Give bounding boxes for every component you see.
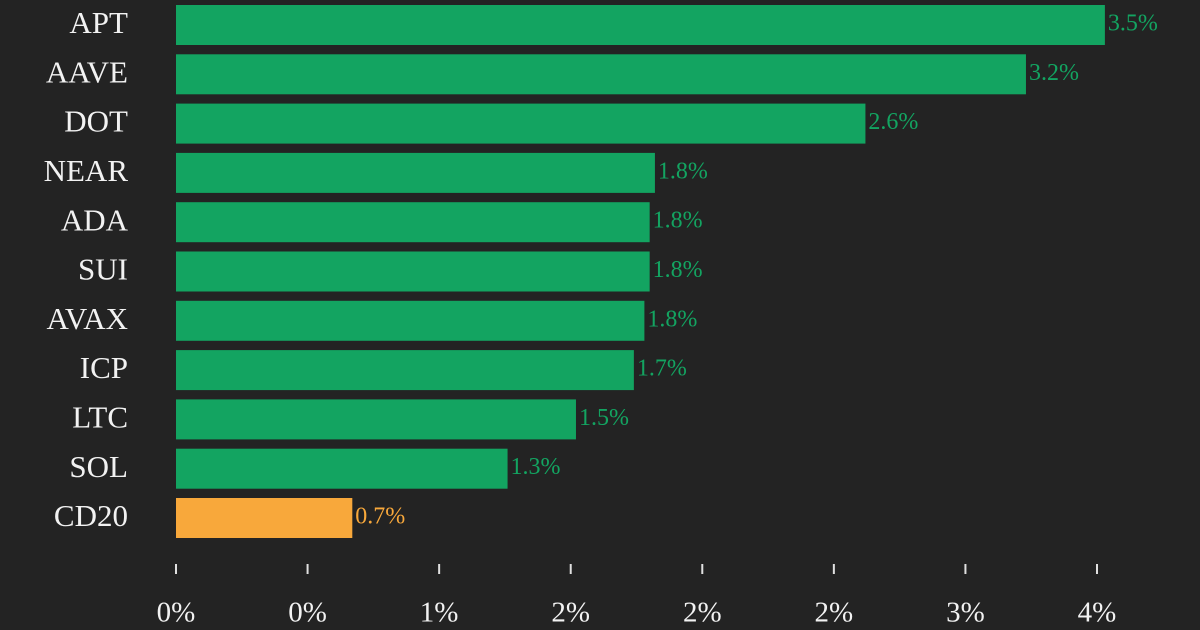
bar [176, 202, 650, 243]
bar [176, 5, 1105, 45]
category-label: CD20 [54, 498, 128, 533]
bar [176, 152, 655, 193]
bar [176, 399, 576, 440]
category-label: ADA [61, 202, 129, 237]
category-label: DOT [64, 104, 128, 139]
bar [176, 251, 650, 292]
x-tick-label: 0% [157, 597, 196, 629]
bar [176, 350, 634, 391]
value-label: 1.8% [653, 257, 703, 283]
category-label: APT [69, 5, 128, 40]
x-tick-label: 2% [683, 597, 722, 629]
value-label: 1.8% [653, 208, 703, 234]
value-label: 1.3% [511, 454, 561, 480]
bar [176, 448, 508, 489]
value-label: 3.2% [1029, 60, 1079, 86]
category-label: SUI [78, 252, 128, 287]
bar [176, 300, 645, 341]
x-tick-label: 3% [946, 597, 985, 629]
value-label: 1.8% [658, 158, 708, 184]
category-label: AAVE [46, 54, 128, 89]
bar [176, 103, 866, 144]
category-label: NEAR [44, 153, 129, 188]
category-label: LTC [72, 400, 128, 435]
value-label: 2.6% [868, 109, 918, 135]
category-label: AVAX [46, 301, 128, 336]
x-tick-label: 0% [288, 597, 327, 629]
bar [176, 54, 1026, 95]
value-label: 1.5% [579, 405, 629, 431]
value-label: 0.7% [355, 504, 405, 530]
x-tick-label: 2% [551, 597, 590, 629]
category-label: SOL [69, 449, 128, 484]
x-tick-label: 1% [420, 597, 459, 629]
value-label: 1.7% [637, 356, 687, 382]
x-tick-label: 2% [815, 597, 854, 629]
value-label: 1.8% [647, 306, 697, 332]
value-label: 3.5% [1108, 11, 1158, 37]
category-label: ICP [80, 350, 128, 385]
x-tick-label: 4% [1078, 597, 1117, 629]
bar [176, 498, 353, 538]
